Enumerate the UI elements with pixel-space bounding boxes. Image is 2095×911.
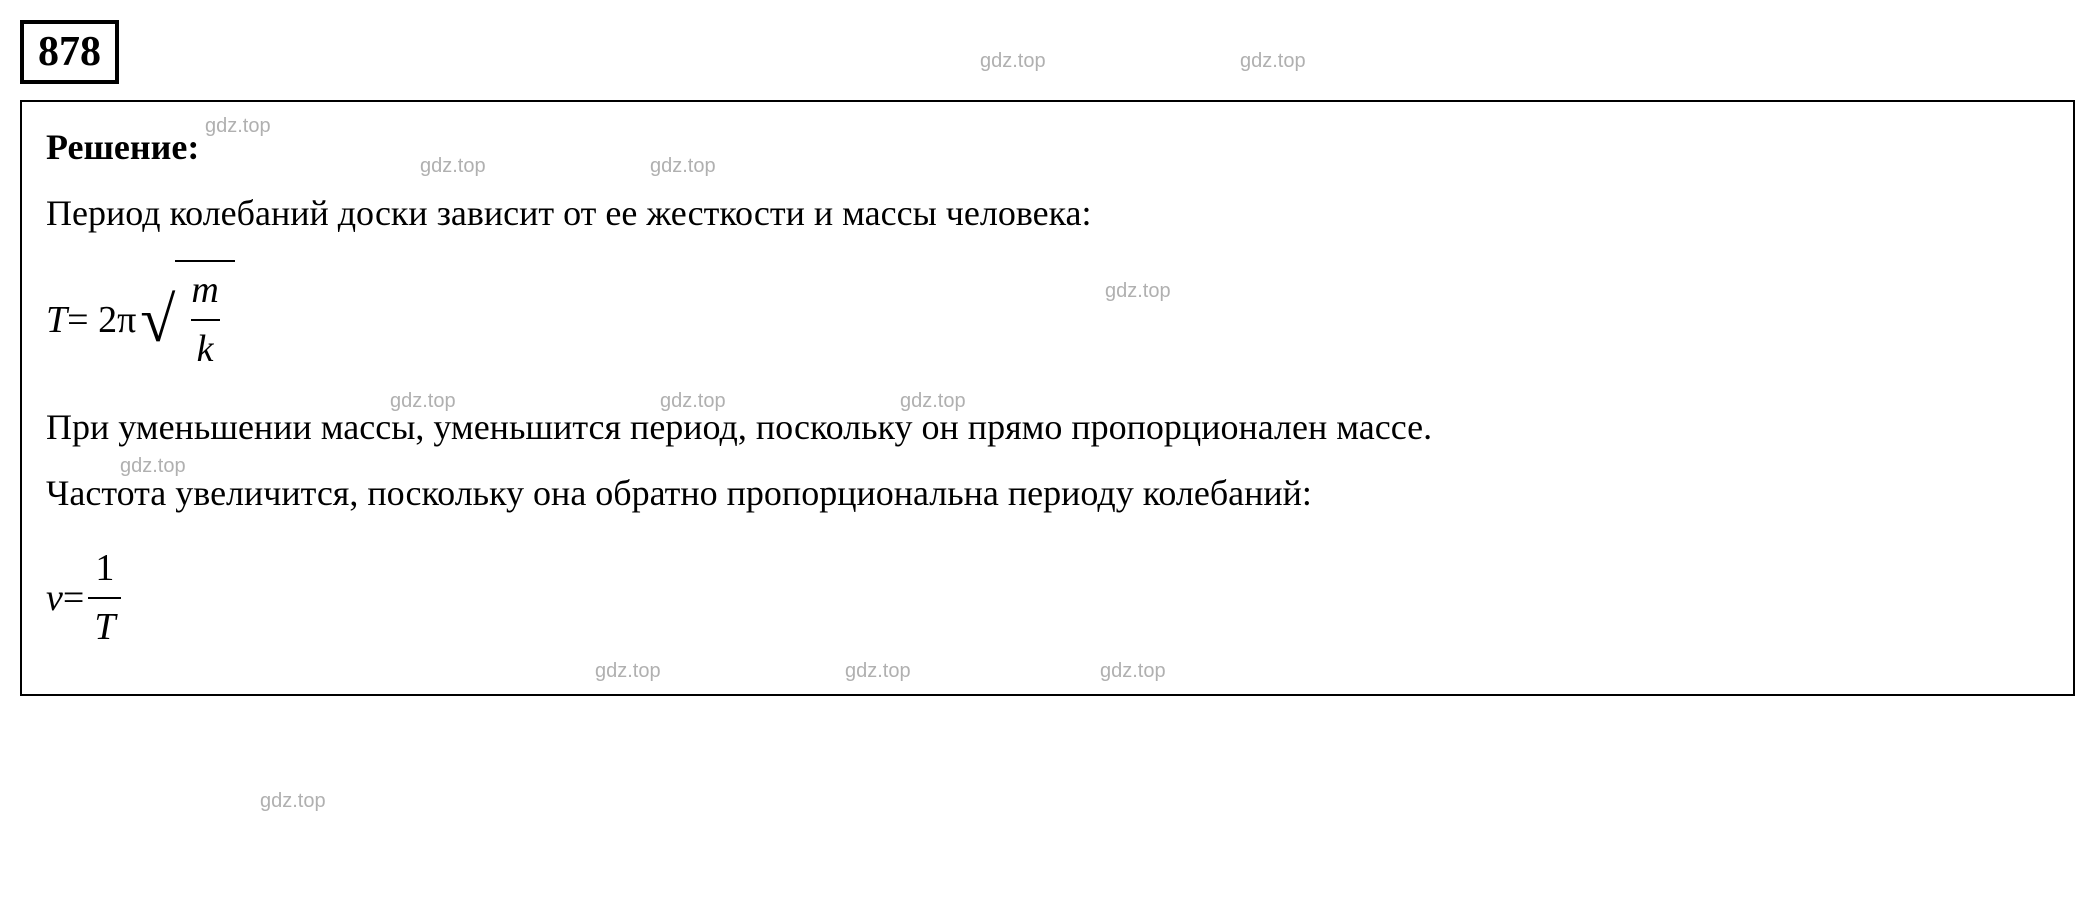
watermark: gdz.top: [980, 50, 1046, 73]
watermark: gdz.top: [260, 790, 326, 813]
sqrt-container: √ m k: [140, 260, 235, 380]
formula-eq: = 2π: [67, 292, 136, 349]
formula-lhs: T: [46, 292, 67, 349]
sqrt-symbol: √: [140, 294, 175, 345]
fraction-num: m: [185, 262, 224, 319]
problem-number: 878: [20, 20, 119, 84]
fraction2-den: T: [88, 597, 121, 656]
fraction-1t: 1 T: [88, 540, 121, 656]
solution-text-3: Частота увеличится, поскольку она обратн…: [46, 466, 2049, 520]
formula2-lhs: ν: [46, 570, 63, 627]
watermark: gdz.top: [1240, 50, 1306, 73]
sqrt-content: m k: [175, 260, 234, 380]
fraction2-num: 1: [89, 540, 120, 597]
solution-text-1: Период колебаний доски зависит от ее жес…: [46, 186, 2049, 240]
formula-frequency: ν = 1 T: [46, 540, 2049, 656]
solution-box: Решение: Период колебаний доски зависит …: [20, 100, 2075, 696]
solution-title: Решение:: [46, 120, 2049, 174]
formula2-eq: =: [63, 570, 84, 627]
fraction-den: k: [191, 319, 220, 378]
solution-text-2: При уменьшении массы, уменьшится период,…: [46, 400, 2049, 454]
page-container: 878 Решение: Период колебаний доски зави…: [20, 20, 2075, 696]
formula-period: T = 2π √ m k: [46, 260, 2049, 380]
fraction-mk: m k: [185, 262, 224, 378]
